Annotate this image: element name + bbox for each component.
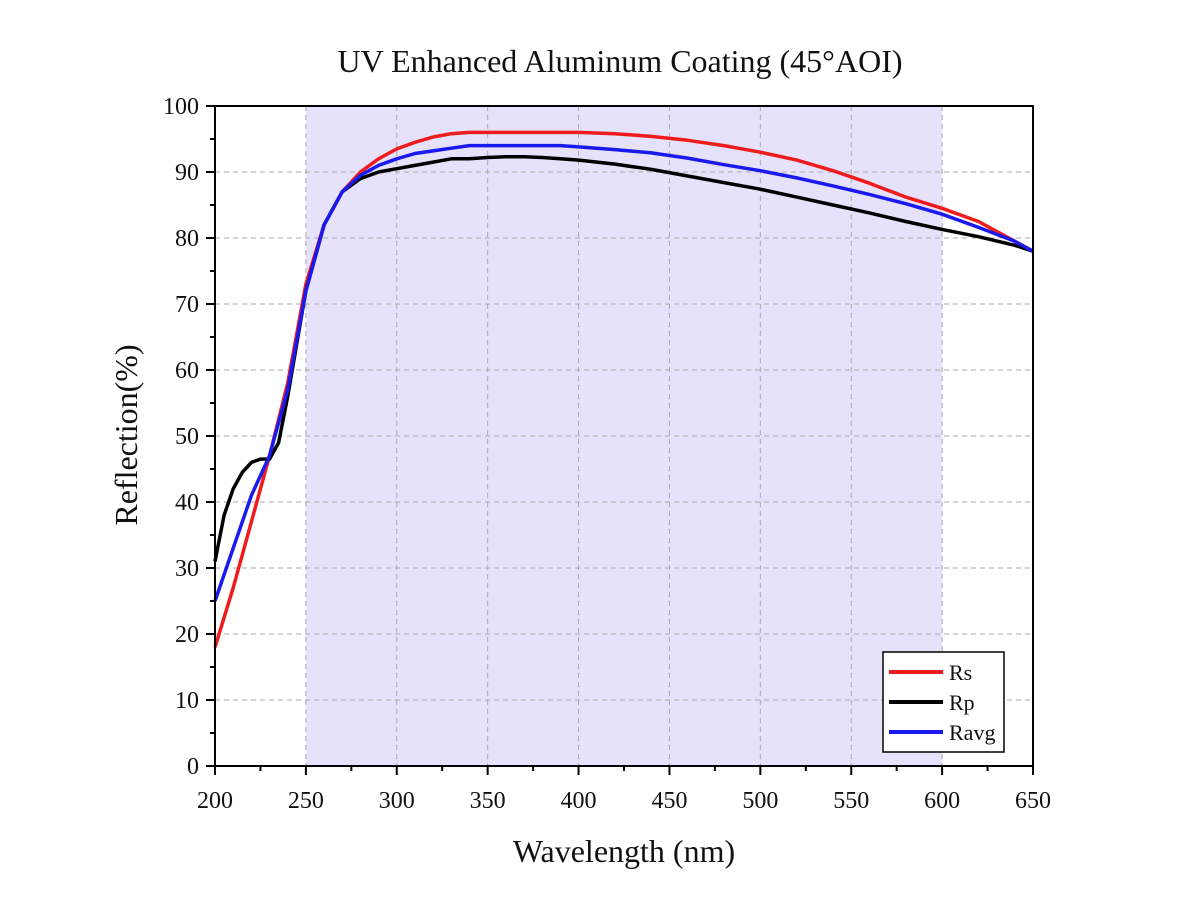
y-tick-label: 80 xyxy=(175,226,199,252)
y-tick-label: 50 xyxy=(175,424,199,450)
legend: Rs Rp Ravg xyxy=(882,651,1005,753)
legend-label-rs: Rs xyxy=(949,660,972,685)
legend-label-rp: Rp xyxy=(949,690,975,715)
y-axis-label: Reflection(%) xyxy=(108,344,144,525)
y-tick-label: 90 xyxy=(175,160,199,186)
x-tick-label: 650 xyxy=(1015,788,1051,814)
y-tick-label: 10 xyxy=(175,688,199,714)
y-tick-label: 30 xyxy=(175,556,199,582)
x-tick-label: 550 xyxy=(833,788,869,814)
y-tick-label: 60 xyxy=(175,358,199,384)
x-tick-label: 300 xyxy=(379,788,415,814)
y-tick-label: 70 xyxy=(175,292,199,318)
series-layer xyxy=(213,130,1034,648)
axis-tick-labels: 200 250 300 350 400 450 500 550 600 650 0 10 20 30 40 5… xyxy=(163,94,1051,814)
x-tick-label: 500 xyxy=(742,788,778,814)
axis-ticks xyxy=(206,105,1034,775)
x-tick-label: 350 xyxy=(470,788,506,814)
y-tick-label: 100 xyxy=(163,94,199,120)
x-axis-label: Wavelength (nm) xyxy=(513,833,735,869)
chart-title: UV Enhanced Aluminum Coating (45°AOI) xyxy=(337,43,902,79)
legend-label-ravg: Ravg xyxy=(949,720,995,745)
x-tick-label: 200 xyxy=(197,788,233,814)
x-tick-label: 600 xyxy=(924,788,960,814)
y-tick-label: 20 xyxy=(175,622,199,648)
y-tick-label: 0 xyxy=(187,754,199,780)
series-line-ravg xyxy=(213,143,1034,602)
x-tick-label: 250 xyxy=(288,788,324,814)
x-tick-label: 400 xyxy=(561,788,597,814)
x-tick-label: 450 xyxy=(651,788,687,814)
series-line-rp xyxy=(213,155,1034,562)
y-tick-label: 40 xyxy=(175,490,199,516)
